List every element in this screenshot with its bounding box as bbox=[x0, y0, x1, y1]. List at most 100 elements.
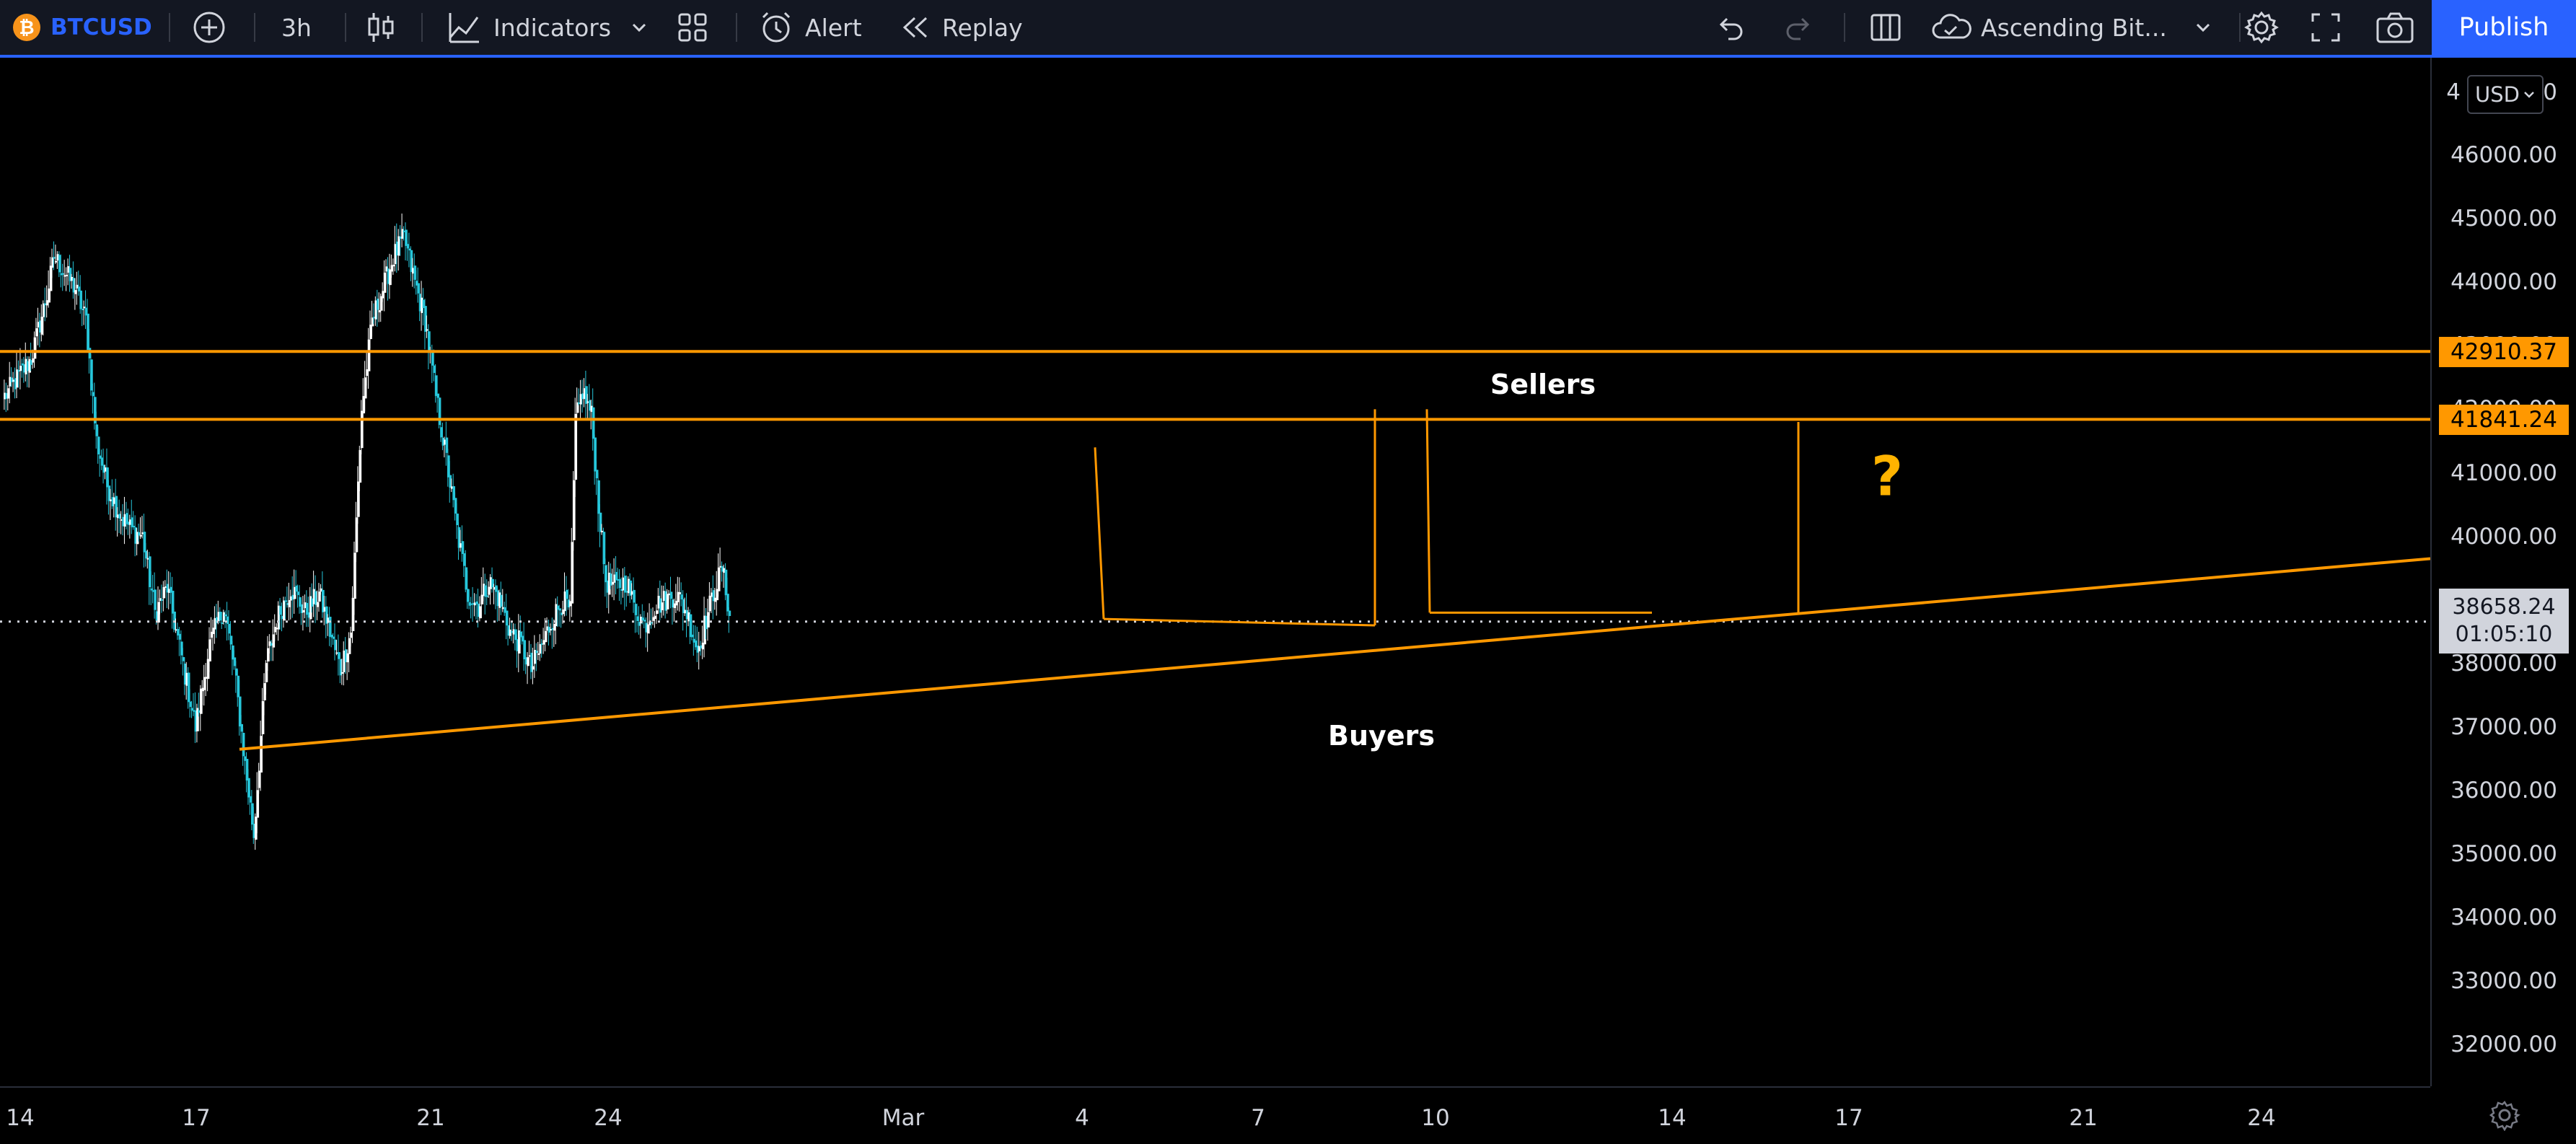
pattern-line[interactable] bbox=[1103, 617, 1376, 627]
time-scale[interactable]: 14 17 21 24 Mar 4 7 10 14 17 21 24 bbox=[0, 1086, 2430, 1144]
layout-button[interactable] bbox=[1868, 0, 1903, 55]
candle bbox=[145, 542, 148, 567]
candle bbox=[424, 299, 427, 350]
candle bbox=[102, 448, 105, 484]
candle bbox=[362, 378, 366, 422]
pattern-line[interactable] bbox=[1425, 409, 1431, 613]
candle bbox=[711, 588, 713, 614]
snapshot-button[interactable] bbox=[2375, 0, 2415, 55]
candle bbox=[316, 590, 320, 620]
candle bbox=[104, 465, 107, 480]
publish-button[interactable]: Publish bbox=[2432, 0, 2576, 55]
candle bbox=[366, 351, 369, 386]
candle bbox=[403, 226, 406, 241]
indicators-dropdown[interactable] bbox=[629, 0, 649, 55]
candle bbox=[212, 619, 215, 651]
candle bbox=[638, 606, 641, 635]
candle bbox=[562, 600, 565, 624]
buyers-annotation[interactable]: Buyers bbox=[1328, 720, 1435, 752]
candle bbox=[472, 586, 475, 622]
indicators-button[interactable]: Indicators bbox=[446, 0, 611, 55]
candle bbox=[389, 253, 392, 299]
layout-name-menu[interactable]: Ascending Bit... bbox=[1930, 0, 2213, 55]
candle bbox=[535, 643, 539, 672]
candle bbox=[534, 635, 537, 678]
settings-button[interactable] bbox=[2243, 0, 2280, 55]
alert-icon bbox=[762, 12, 791, 43]
ascending-trendline[interactable] bbox=[239, 557, 2430, 751]
candle bbox=[473, 593, 477, 617]
candle bbox=[185, 661, 189, 700]
sellers-annotation[interactable]: Sellers bbox=[1490, 369, 1596, 400]
candle bbox=[328, 607, 332, 646]
fullscreen-button[interactable] bbox=[2310, 0, 2342, 55]
redo-icon bbox=[1786, 17, 1810, 40]
candle bbox=[652, 607, 655, 625]
candle bbox=[79, 275, 83, 314]
candle bbox=[666, 589, 669, 614]
chart-settings-icon[interactable] bbox=[2489, 1099, 2520, 1131]
pattern-line[interactable] bbox=[1094, 447, 1105, 620]
candle bbox=[542, 628, 545, 654]
candle bbox=[385, 259, 388, 286]
candle bbox=[588, 384, 592, 421]
candle bbox=[44, 287, 48, 322]
candle bbox=[95, 411, 99, 449]
candle bbox=[69, 255, 72, 292]
candle bbox=[90, 353, 93, 396]
replay-button[interactable]: Replay bbox=[899, 0, 1023, 55]
undo-button[interactable] bbox=[1714, 0, 1746, 55]
candle bbox=[659, 580, 662, 620]
candle bbox=[35, 317, 38, 351]
candle bbox=[717, 553, 721, 597]
toolbar-divider bbox=[421, 13, 423, 42]
candle bbox=[364, 361, 367, 412]
candle bbox=[357, 466, 360, 524]
time-tick-label: 4 bbox=[1075, 1105, 1089, 1131]
candle bbox=[519, 615, 523, 645]
candle bbox=[680, 582, 684, 607]
add-symbol-button[interactable] bbox=[190, 0, 228, 55]
price-tick-label: 46000.00 bbox=[2450, 142, 2557, 168]
candle bbox=[383, 260, 387, 312]
candle bbox=[611, 568, 615, 597]
price-chart[interactable] bbox=[0, 58, 2430, 1086]
candle bbox=[417, 267, 420, 303]
redo-button[interactable] bbox=[1783, 0, 1815, 55]
candle bbox=[307, 597, 311, 628]
candle bbox=[14, 367, 17, 399]
replay-label: Replay bbox=[942, 13, 1023, 42]
candle bbox=[527, 652, 529, 685]
candle bbox=[664, 582, 667, 619]
candle bbox=[489, 573, 493, 605]
candle bbox=[296, 584, 300, 608]
candle bbox=[244, 752, 247, 775]
candle bbox=[251, 790, 254, 831]
candle bbox=[53, 241, 56, 270]
chart-type-button[interactable] bbox=[365, 0, 397, 55]
candle bbox=[148, 552, 151, 605]
candle bbox=[397, 229, 401, 271]
candle bbox=[201, 679, 205, 705]
question-mark-annotation[interactable]: ? bbox=[1871, 444, 1904, 509]
currency-select[interactable]: USD bbox=[2467, 75, 2544, 114]
candle bbox=[252, 806, 256, 844]
candle bbox=[606, 564, 610, 608]
candle bbox=[45, 285, 49, 318]
candle bbox=[332, 633, 335, 645]
price-scale[interactable]: 4 0 46000.0045000.0044000.0043000.004200… bbox=[2430, 58, 2576, 1086]
templates-button[interactable] bbox=[675, 0, 710, 55]
alert-button[interactable]: Alert bbox=[757, 0, 862, 55]
interval-button[interactable]: 3h bbox=[281, 0, 312, 55]
symbol-search[interactable]: ₿ BTCUSD bbox=[13, 0, 152, 55]
candle bbox=[672, 594, 674, 625]
candle bbox=[143, 514, 146, 568]
candle bbox=[390, 254, 394, 278]
chevron-down-icon bbox=[2196, 23, 2210, 32]
candle bbox=[154, 572, 157, 619]
price-tick-label: 41000.00 bbox=[2450, 459, 2557, 486]
candle bbox=[528, 641, 532, 660]
candle bbox=[39, 312, 42, 348]
candle bbox=[468, 589, 472, 610]
candle bbox=[183, 657, 187, 695]
